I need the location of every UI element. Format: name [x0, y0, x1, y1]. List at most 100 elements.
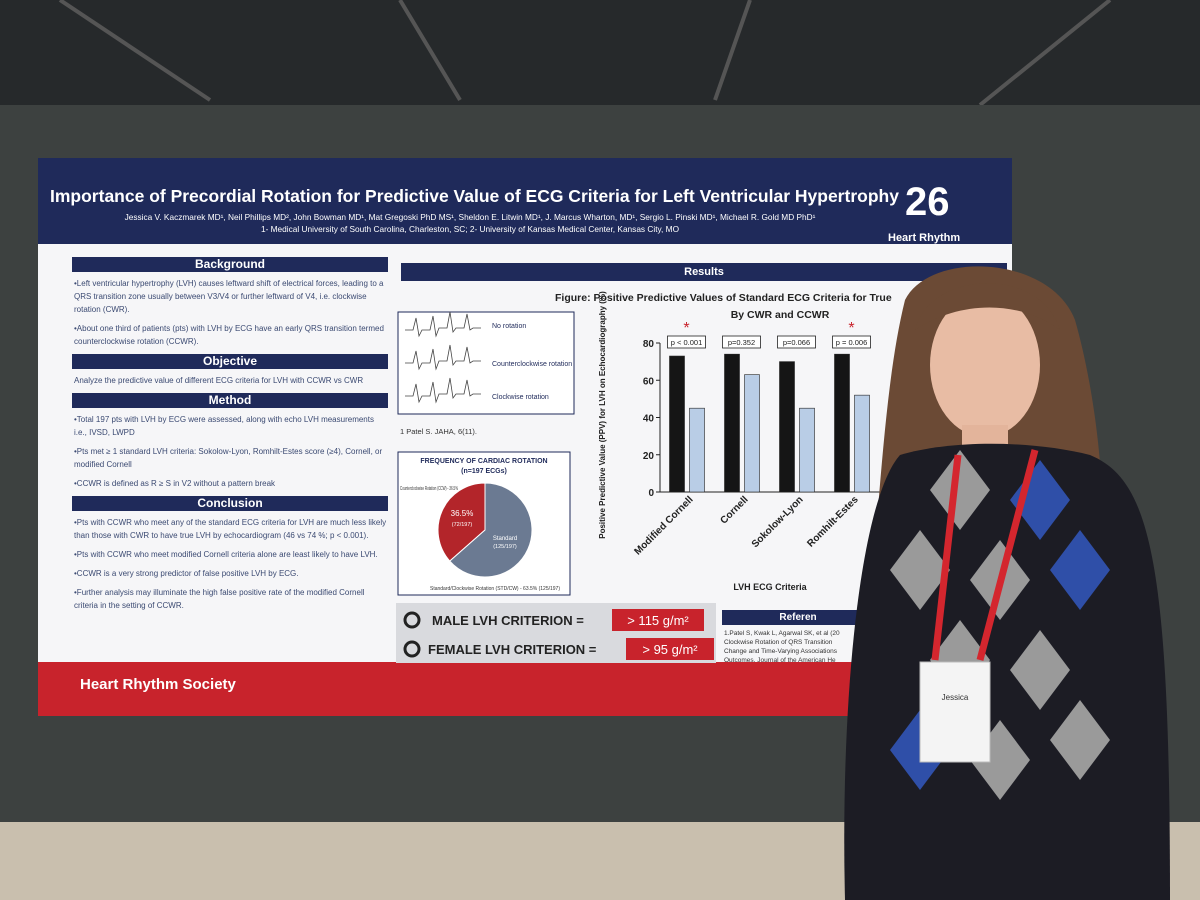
ecg-label: Clockwise rotation: [492, 394, 549, 401]
p-value-box: [667, 335, 706, 349]
p-value: p < 0.001: [671, 338, 703, 347]
authors: Jessica V. Kaczmarek MD¹, Neil Phillips …: [124, 212, 816, 222]
argyle: [1010, 630, 1070, 710]
pie-inner-label: 36.5%: [451, 509, 474, 518]
logo-number: 26: [905, 180, 950, 224]
criterion-label: FEMALE LVH CRITERION =: [428, 642, 597, 657]
section-text: •Pts met ≥ 1 standard LVH criteria: Soko…: [74, 447, 383, 469]
section-text: •Pts with CCWR who meet any of the stand…: [74, 518, 387, 540]
sweater: [844, 443, 1170, 900]
criteria-pill: [626, 638, 714, 660]
p-value-box: [722, 335, 761, 349]
ecg-label: No rotation: [492, 323, 526, 330]
section-text: •About one third of patients (pts) with …: [74, 324, 384, 346]
argyle: [890, 530, 950, 610]
pie-inner-count: (72/197): [452, 522, 473, 528]
pie-label: Counterclockwise Rotation (CCW) - 36.5%: [400, 486, 458, 492]
section-text: •Left ventricular hypertrophy (LVH) caus…: [74, 279, 384, 314]
chart-title: Figure: Positive Predictive Values of St…: [555, 292, 892, 304]
bar: [724, 353, 740, 493]
section-text: •Total 197 pts with LVH by ECG were asse…: [74, 415, 374, 437]
x-tick-label: Cornell: [718, 494, 750, 526]
pie-slice: [449, 482, 533, 578]
truss: [58, 0, 212, 102]
ecg-trace: [405, 344, 481, 371]
criterion-label: MALE LVH CRITERION =: [432, 613, 584, 628]
section-text: Analyze the predictive value of differen…: [74, 376, 364, 385]
y-axis-label: Positive Predictive Value (PPV) for LVH …: [598, 291, 607, 539]
x-axis-label: LVH ECG Criteria: [733, 582, 807, 592]
bar: [744, 374, 760, 493]
criteria-pill: [612, 609, 704, 631]
bar: [799, 407, 815, 493]
results-heading: Results: [684, 266, 724, 278]
truss: [978, 0, 1112, 107]
section-heading: Method: [72, 393, 388, 408]
pie-subtitle: (n=197 ECGs): [461, 468, 507, 475]
gender-icon: [403, 611, 421, 629]
results-bar: [401, 263, 1007, 281]
bar: [689, 407, 705, 493]
section-text: •Pts with CCWR who meet modified Cornell…: [74, 550, 378, 559]
chart-subtitle: By CWR and CCWR: [731, 309, 830, 321]
bar: [779, 361, 795, 493]
footer-text: Heart Rhythm Society: [80, 676, 236, 693]
affiliations: 1- Medical University of South Carolina,…: [260, 224, 680, 234]
ecg-trace: [405, 311, 481, 338]
gender-icon: [403, 640, 421, 658]
reference-line: Clockwise Rotation of QRS Transition: [724, 639, 833, 646]
references-heading: Referen: [779, 612, 817, 623]
reference-line: 1.Patel S, Kwak L, Agarwal SK, et al (20: [724, 630, 840, 637]
section-text: •CCWR is a very strong predictor of fals…: [74, 569, 299, 578]
truss: [398, 0, 462, 102]
p-value: p = 0.006: [836, 338, 868, 347]
title-band: [38, 158, 1012, 244]
section-text: •Further analysis may illuminate the hig…: [74, 588, 365, 610]
fringe: [915, 283, 1060, 330]
x-tick-label: Romhilt-Estes: [805, 494, 861, 550]
bar: [854, 394, 870, 493]
pie-title: FREQUENCY OF CARDIAC ROTATION: [420, 458, 547, 465]
reference-line: Outcomes. Journal of the American He: [724, 657, 836, 664]
p-value: p=0.066: [783, 338, 810, 347]
pie-inner-label: Standard: [493, 536, 517, 542]
bar: [669, 355, 685, 493]
poster-title: Importance of Precordial Rotation for Pr…: [50, 186, 899, 206]
ecg-label: Counterclockwise rotation: [492, 361, 572, 368]
argyle: [1050, 700, 1110, 780]
badge-name: Jessica: [942, 693, 969, 702]
pie-slice: [437, 482, 486, 562]
section-heading: Conclusion: [72, 496, 388, 511]
pie-inner-count: (125/197): [493, 544, 517, 550]
criterion-threshold: > 95 g/m²: [642, 642, 698, 657]
references: 1.Patel S, Kwak L, Agarwal SK, et al (20…: [724, 629, 874, 665]
y-tick-label: 60: [643, 376, 655, 387]
significance: *: [848, 320, 854, 337]
section-heading: Background: [72, 257, 388, 272]
significance: *: [683, 320, 689, 337]
x-tick-label: Sokolow-Lyon: [750, 494, 806, 550]
pie-label: Standard/Clockwise Rotation (STD/CW) - 6…: [430, 586, 560, 592]
y-tick-label: 80: [643, 339, 655, 350]
left-column: Background •Left ventricular hypertrophy …: [72, 253, 388, 618]
ecg-trace: [405, 377, 481, 404]
references-bar: [722, 610, 872, 625]
logo-text: Heart Rhythm: [888, 232, 961, 244]
face: [930, 293, 1040, 437]
section-heading: Objective: [72, 354, 388, 369]
lanyard: [931, 449, 1039, 661]
section-text: •CCWR is defined as R ≥ S in V2 without …: [74, 479, 276, 488]
ecg-citation: 1 Patel S. JAHA, 6(11).: [400, 427, 477, 436]
y-tick-label: 20: [643, 451, 655, 462]
y-tick-label: 40: [643, 414, 655, 425]
p-value-box: [832, 335, 871, 349]
truss: [713, 0, 752, 101]
y-tick-label: 0: [648, 488, 654, 499]
p-value: p=0.352: [728, 338, 755, 347]
badge: [919, 661, 991, 763]
reference-line: Change and Time-Varying Associations: [724, 648, 837, 655]
p-value-box: [777, 335, 816, 349]
argyle: [930, 450, 990, 530]
